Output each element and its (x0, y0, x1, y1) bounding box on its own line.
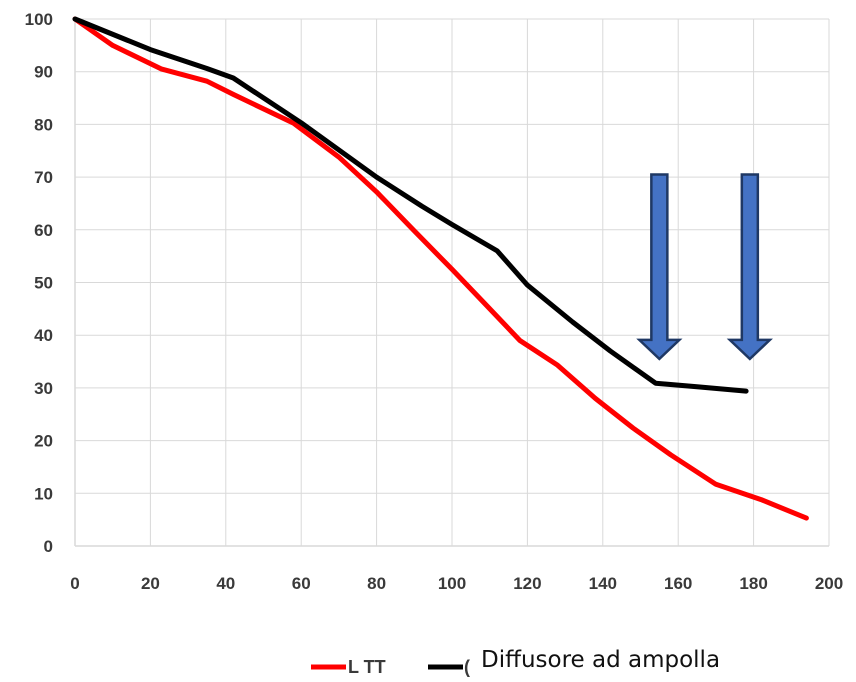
series-line-2 (72, 16, 749, 394)
y-tick-label: 80 (34, 115, 53, 134)
x-tick-label: 120 (513, 574, 541, 593)
y-tick-label: 30 (34, 379, 53, 398)
y-tick-label: 50 (34, 274, 53, 293)
down-arrow-icon (636, 173, 683, 361)
y-tick-label: 100 (25, 10, 53, 29)
y-tick-label: 90 (34, 63, 53, 82)
x-tick-label: 100 (438, 574, 466, 593)
x-tick-label: 140 (589, 574, 617, 593)
x-tick-label: 60 (292, 574, 311, 593)
x-tick-label: 160 (664, 574, 692, 593)
legend: L TT ( (311, 657, 470, 677)
y-tick-label: 40 (34, 326, 53, 345)
grid-lines (75, 18, 830, 546)
y-tick-label: 10 (34, 484, 53, 503)
y-tick-label: 60 (34, 221, 53, 240)
legend-label-series-2: ( (464, 657, 470, 677)
y-tick-label: 0 (44, 537, 53, 556)
axes (74, 19, 829, 547)
down-arrow-icon (726, 173, 773, 361)
arrow-annotations (636, 173, 773, 361)
legend-label-l-tt: L TT (348, 657, 386, 677)
x-tick-label: 20 (141, 574, 160, 593)
x-tick-label: 200 (815, 574, 843, 593)
x-axis-ticks: 0 20 40 60 80 100 120 140 160 180 200 (70, 574, 843, 593)
x-tick-label: 80 (367, 574, 386, 593)
y-tick-label: 20 (34, 432, 53, 451)
x-tick-label: 180 (739, 574, 767, 593)
y-axis-ticks: 0 10 20 30 40 50 60 70 80 90 100 (25, 10, 53, 556)
x-tick-label: 0 (70, 574, 79, 593)
y-tick-label: 70 (34, 168, 53, 187)
legend-caption: Diffusore ad ampolla (481, 647, 721, 673)
x-tick-label: 40 (216, 574, 235, 593)
series-line-l-tt (72, 16, 809, 521)
series-lines (72, 16, 809, 521)
